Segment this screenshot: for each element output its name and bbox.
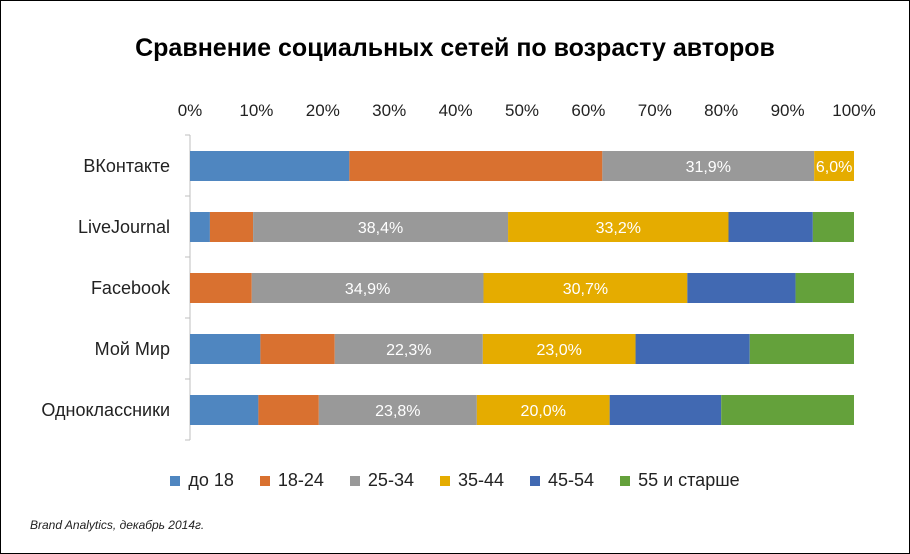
legend-item: 25-34	[349, 470, 414, 491]
x-tick-label: 0%	[178, 101, 203, 120]
bar-segment	[812, 212, 854, 242]
x-tick-label: 10%	[239, 101, 273, 120]
x-tick-label: 100%	[832, 101, 875, 120]
legend-swatch	[349, 475, 360, 486]
x-tick-label: 60%	[571, 101, 605, 120]
x-tick-label: 50%	[505, 101, 539, 120]
legend-swatch	[530, 475, 541, 486]
data-label: 34,9%	[345, 281, 390, 298]
bar-segment	[258, 395, 319, 425]
legend-swatch	[259, 475, 270, 486]
data-label: 38,4%	[358, 220, 403, 237]
data-label: 23,0%	[536, 342, 581, 359]
x-tick-label: 20%	[306, 101, 340, 120]
bar-segment	[251, 273, 484, 303]
category-label: Одноклассники	[41, 400, 170, 420]
x-tick-label: 40%	[439, 101, 473, 120]
category-label: ВКонтакте	[83, 156, 170, 176]
bar-segment	[482, 334, 636, 364]
data-label: 30,7%	[563, 281, 608, 298]
bar-segment	[721, 395, 854, 425]
bar-segment	[209, 212, 254, 242]
legend-label: до 18	[188, 470, 234, 490]
legend-label: 35-44	[457, 470, 505, 490]
bar-segment	[749, 334, 854, 364]
bar-segment	[260, 334, 335, 364]
legend-label: 25-34	[367, 470, 414, 490]
category-label: LiveJournal	[78, 217, 170, 237]
data-label: 23,8%	[375, 403, 420, 420]
x-tick-label: 90%	[771, 101, 805, 120]
data-label: 20,0%	[521, 403, 566, 420]
bar-segment	[190, 273, 252, 303]
x-tick-label: 70%	[638, 101, 672, 120]
bar-segment	[814, 151, 854, 181]
legend-label: 18-24	[277, 470, 324, 490]
bar-segment	[253, 212, 509, 242]
bar-segment	[602, 151, 815, 181]
bar-segment	[318, 395, 477, 425]
legend-item: 18-24	[259, 470, 324, 491]
bar-segment	[334, 334, 483, 364]
chart-title: Сравнение социальных сетей по возрасту а…	[135, 34, 775, 62]
legend-swatch	[439, 475, 450, 486]
bar-segment	[795, 273, 854, 303]
bar-segment	[476, 395, 610, 425]
bar-segment	[190, 334, 261, 364]
legend-item: 55 и старше	[620, 470, 740, 491]
legend-swatch	[620, 475, 631, 486]
bar-segment	[508, 212, 729, 242]
legend-item: до 18	[170, 470, 234, 491]
legend-item: 45-54	[530, 470, 594, 491]
legend-swatch	[170, 475, 181, 486]
bar-segment	[609, 395, 722, 425]
bar-segment	[190, 395, 259, 425]
bar-segment	[349, 151, 603, 181]
x-tick-label: 30%	[372, 101, 406, 120]
category-label: Мой Мир	[95, 339, 170, 359]
data-label: 6,0%	[816, 159, 852, 176]
x-tick-label: 80%	[704, 101, 738, 120]
chart-legend: до 18 18-24 25-34 35-44 45-54 55 и старше	[0, 470, 910, 491]
legend-item: 35-44	[439, 470, 505, 491]
legend-label: 55 и старше	[638, 470, 740, 490]
bar-segment	[728, 212, 813, 242]
legend-label: 45-54	[548, 470, 595, 490]
bar-segment	[687, 273, 796, 303]
data-label: 31,9%	[686, 159, 731, 176]
bar-segment	[190, 212, 210, 242]
source-note: Brand Analytics, декабрь 2014г.	[30, 518, 205, 532]
bar-segment	[635, 334, 750, 364]
data-label: 22,3%	[386, 342, 431, 359]
category-label: Facebook	[91, 278, 171, 298]
data-label: 33,2%	[596, 220, 641, 237]
bar-segment	[483, 273, 688, 303]
bar-segment	[190, 151, 350, 181]
